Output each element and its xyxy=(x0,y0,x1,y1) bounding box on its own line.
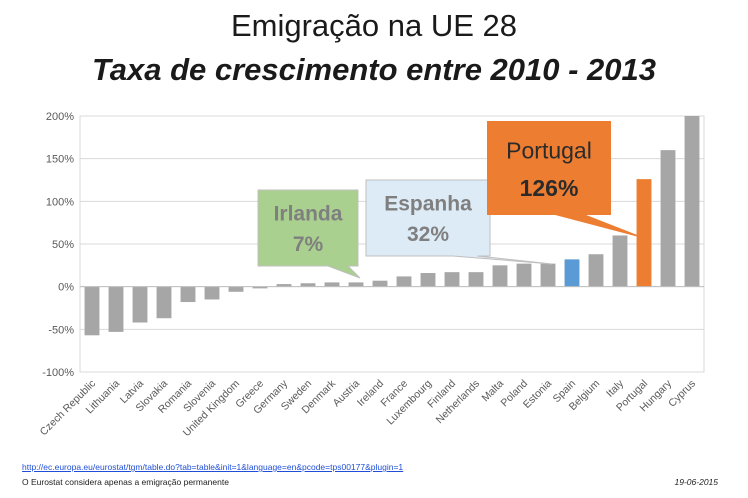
callout-portugal xyxy=(487,121,650,240)
bar-latvia xyxy=(132,286,148,323)
bar-germany xyxy=(276,284,292,287)
source-link[interactable]: http://ec.europa.eu/eurostat/tgm/table.d… xyxy=(22,462,404,472)
callout-value: 126% xyxy=(520,175,579,201)
callout-name: Portugal xyxy=(506,138,592,164)
bar-netherlands xyxy=(468,272,484,287)
y-tick-label: -100% xyxy=(42,367,74,379)
callout-name: Espanha xyxy=(384,192,472,215)
bar-greece xyxy=(252,286,268,289)
bar-slovenia xyxy=(204,286,220,300)
callout-value: 7% xyxy=(293,233,324,256)
date-stamp: 19-06-2015 xyxy=(674,477,718,487)
page-title: Emigração na UE 28 xyxy=(230,8,518,43)
bar-italy xyxy=(612,235,628,287)
x-tick-label: Cyprus xyxy=(666,378,698,410)
bar-luxembourg xyxy=(420,273,436,287)
bar-ireland xyxy=(372,280,388,287)
bar-estonia xyxy=(540,263,556,287)
bar-slovakia xyxy=(156,286,172,319)
bar-poland xyxy=(516,263,532,287)
bar-hungary xyxy=(660,150,676,287)
bar-belgium xyxy=(588,254,604,287)
bar-united-kingdom xyxy=(228,286,244,292)
callout-name: Irlanda xyxy=(274,202,343,225)
bar-malta xyxy=(492,265,508,287)
y-tick-label: 0% xyxy=(58,282,74,294)
bar-cyprus xyxy=(684,116,700,287)
bar-chart: -100%-50%0%50%100%150%200%Czech Republic… xyxy=(38,111,705,439)
y-tick-label: 100% xyxy=(46,196,74,208)
source-note: O Eurostat considera apenas a emigração … xyxy=(22,477,229,487)
callout-value: 32% xyxy=(407,223,449,246)
y-tick-label: 50% xyxy=(52,239,74,251)
bar-sweden xyxy=(300,283,316,287)
y-tick-label: 200% xyxy=(46,111,74,123)
bar-romania xyxy=(180,286,196,303)
bar-finland xyxy=(444,272,460,287)
bar-spain xyxy=(564,259,580,287)
bar-france xyxy=(396,276,412,287)
bar-denmark xyxy=(324,282,340,287)
bar-portugal xyxy=(636,179,652,287)
page-subtitle: Taxa de crescimento entre 2010 - 2013 xyxy=(91,52,657,87)
y-tick-label: -50% xyxy=(48,324,74,336)
callout-ireland xyxy=(257,189,361,279)
bar-lithuania xyxy=(108,286,124,332)
x-tick-label: Austria xyxy=(331,378,363,410)
bar-austria xyxy=(348,282,364,287)
y-tick-label: 150% xyxy=(46,154,74,166)
bar-czech-republic xyxy=(84,286,100,336)
